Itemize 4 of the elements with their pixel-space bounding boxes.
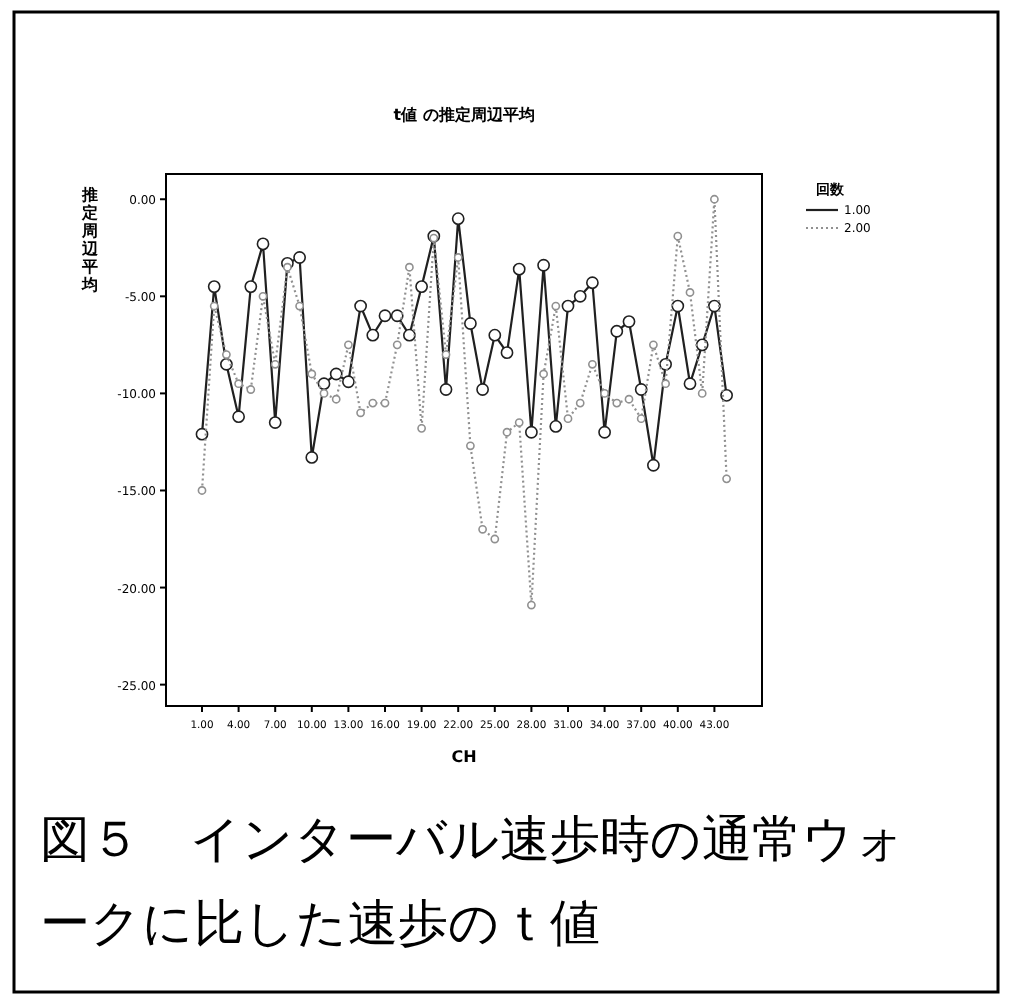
chart-title: t値 の推定周辺平均	[393, 104, 535, 124]
y-axis-title: 推定周辺平均	[80, 186, 100, 294]
caption: 図５ インターバル速歩時の通常ウォークに比した速歩のｔ値	[40, 810, 906, 952]
x-axis-title: CH	[451, 748, 477, 766]
